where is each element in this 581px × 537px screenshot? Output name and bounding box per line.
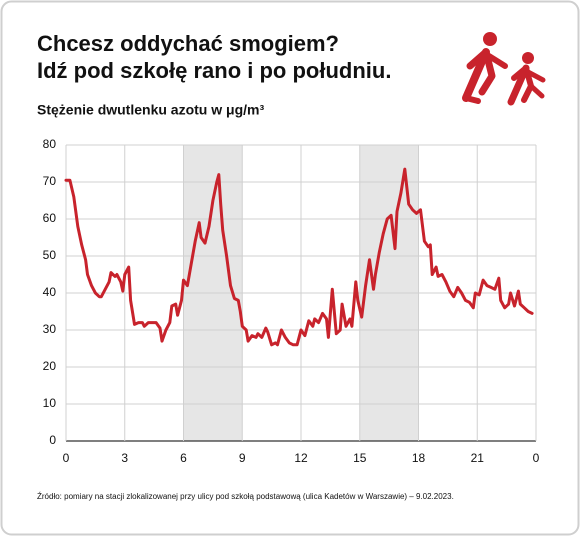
y-tick-label: 70 bbox=[43, 174, 57, 188]
runners-icon bbox=[462, 32, 546, 106]
y-tick-label: 80 bbox=[43, 137, 57, 151]
y-tick-label: 60 bbox=[43, 211, 57, 225]
x-tick-label: 9 bbox=[239, 451, 246, 465]
y-tick-label: 0 bbox=[49, 433, 56, 447]
y-tick-label: 20 bbox=[43, 359, 57, 373]
chart-title-line-2: Idź pod szkołę rano i po południu. bbox=[37, 58, 391, 83]
x-tick-label: 3 bbox=[121, 451, 128, 465]
chart-title-line-1: Chcesz oddychać smogiem? bbox=[37, 31, 339, 56]
x-tick-label: 6 bbox=[180, 451, 187, 465]
source-note: Źródło: pomiary na stacji zlokalizowanej… bbox=[37, 492, 454, 501]
y-tick-label: 50 bbox=[43, 248, 57, 262]
chart-subtitle: Stężenie dwutlenku azotu w μg/m³ bbox=[37, 102, 264, 118]
x-tick-label: 21 bbox=[471, 451, 485, 465]
x-tick-label: 18 bbox=[412, 451, 426, 465]
x-tick-label: 12 bbox=[294, 451, 308, 465]
x-tick-label: 15 bbox=[353, 451, 367, 465]
y-tick-label: 30 bbox=[43, 322, 57, 336]
y-tick-label: 10 bbox=[43, 396, 57, 410]
y-tick-label: 40 bbox=[43, 285, 57, 299]
x-tick-label: 0 bbox=[533, 451, 540, 465]
x-tick-label: 0 bbox=[63, 451, 70, 465]
data-line bbox=[64, 167, 534, 347]
